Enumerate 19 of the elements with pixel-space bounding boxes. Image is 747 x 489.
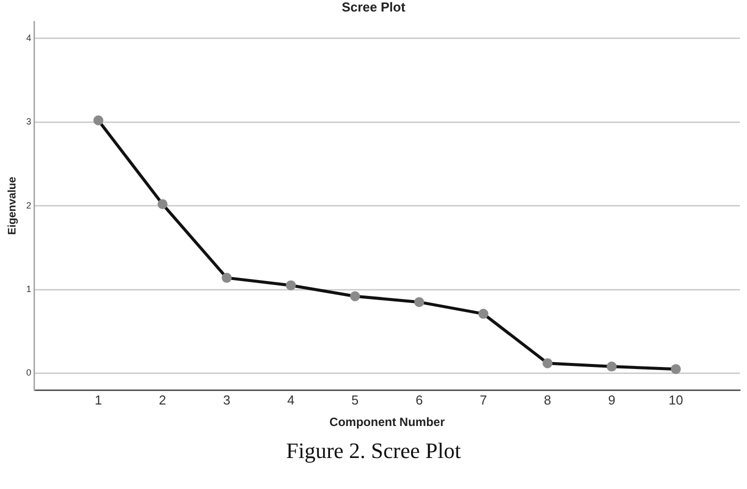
- chart-title: Scree Plot: [342, 0, 406, 14]
- caption: Figure 2. Scree Plot: [285, 438, 462, 464]
- y-tick-label: 4: [26, 32, 32, 43]
- x-tick-label: 7: [480, 392, 487, 408]
- y-tick-label: 3: [26, 116, 32, 127]
- x-tick-label: 2: [158, 392, 166, 408]
- x-tick-label: 4: [287, 392, 294, 408]
- y-tick-label: 1: [26, 284, 32, 294]
- x-tick-label: 8: [544, 392, 552, 408]
- x-tick-label: 10: [668, 392, 684, 408]
- x-tick-label: 6: [416, 392, 423, 408]
- x-axis-title: Component Number: [329, 415, 446, 430]
- y-tick-label: 0: [26, 368, 32, 378]
- y-axis-title: Eigenvalue: [6, 176, 19, 235]
- y-tick-label: 2: [26, 200, 32, 210]
- x-tick-label: 5: [351, 392, 359, 408]
- x-tick-label: 3: [223, 392, 230, 408]
- x-tick-label: 9: [608, 392, 616, 408]
- x-tick-label: 1: [94, 392, 102, 408]
